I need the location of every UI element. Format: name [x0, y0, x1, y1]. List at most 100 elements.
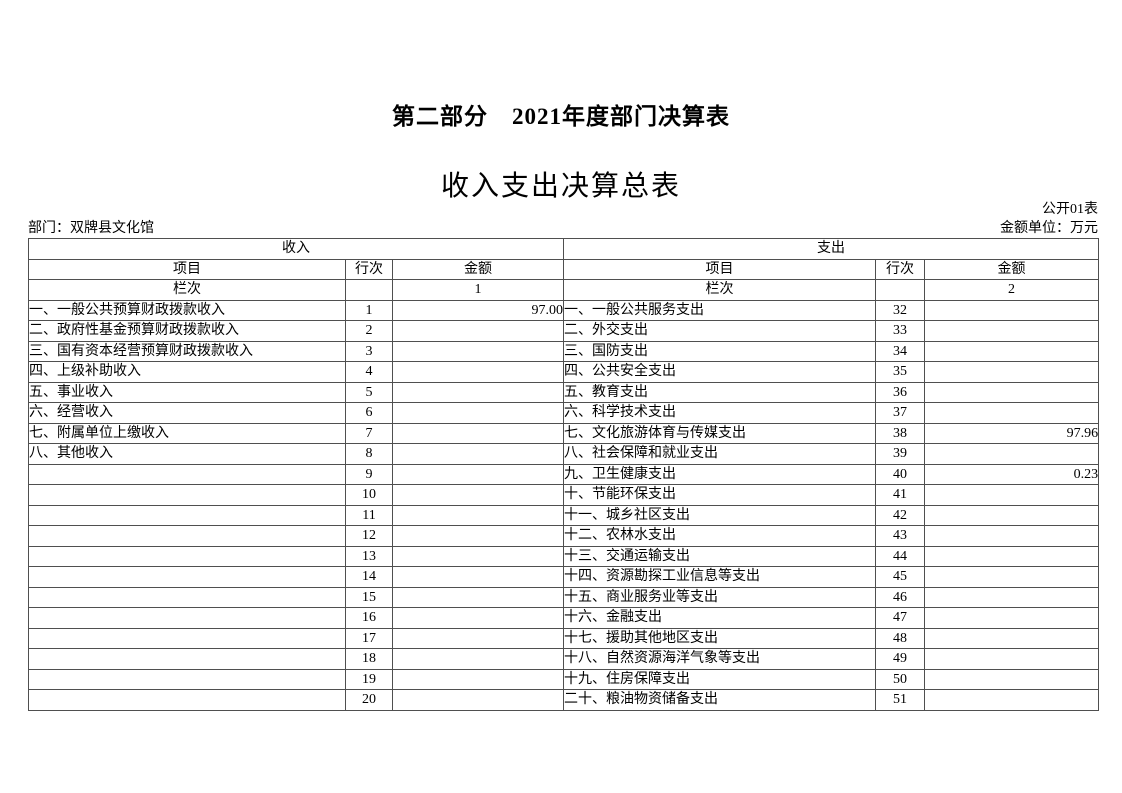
expense-item-cell: 十四、资源勘探工业信息等支出	[563, 566, 877, 588]
expense-rowno-cell: 49	[875, 648, 926, 670]
expense-amount-cell	[924, 340, 1100, 362]
income-amount-cell	[391, 320, 565, 342]
income-item-cell	[28, 545, 346, 567]
expense-item-cell: 六、科学技术支出	[563, 402, 877, 424]
income-item-cell	[28, 525, 346, 547]
income-rowno-cell: 20	[345, 689, 393, 711]
expense-amount-cell: 97.96	[924, 422, 1100, 444]
table-code-label: 公开01表	[1042, 202, 1098, 217]
income-amount-cell	[391, 340, 565, 362]
expense-item-cell: 十八、自然资源海洋气象等支出	[563, 648, 877, 670]
table-body: 收入 支出 项目 行次 金额 项目 行次 金额 栏次 1 栏次 2 一、一般公共…	[27, 238, 1100, 711]
income-lanci-empty	[345, 279, 393, 301]
income-amount-cell	[391, 668, 565, 690]
income-amount-cell	[391, 443, 565, 465]
expense-item-header: 项目	[563, 258, 877, 280]
table-row: 16 十六、金融支出 47	[28, 607, 1100, 629]
expense-rowno-cell: 36	[875, 381, 926, 403]
expense-rowno-header: 行次	[875, 258, 926, 280]
income-item-cell: 三、国有资本经营预算财政拨款收入	[28, 340, 346, 362]
income-rowno-cell: 17	[345, 627, 393, 649]
expense-amount-cell	[924, 648, 1100, 670]
table-row: 15 十五、商业服务业等支出 46	[28, 586, 1100, 608]
section-header-row: 收入 支出	[27, 238, 1100, 260]
table-row: 八、其他收入 8 八、社会保障和就业支出 39	[28, 443, 1100, 465]
expense-lanci-empty	[875, 279, 926, 301]
income-rowno-cell: 1	[345, 299, 393, 321]
expense-item-cell: 九、卫生健康支出	[563, 463, 877, 485]
income-amount-cell	[391, 586, 565, 608]
expense-rowno-cell: 34	[875, 340, 926, 362]
table-row: 五、事业收入 5 五、教育支出 36	[28, 381, 1100, 403]
income-amount-cell: 97.00	[391, 299, 565, 321]
column-header-row: 项目 行次 金额 项目 行次 金额	[28, 258, 1100, 280]
income-item-cell	[28, 566, 346, 588]
expense-amount-cell	[924, 545, 1100, 567]
income-item-cell: 七、附属单位上缴收入	[28, 422, 346, 444]
income-rowno-cell: 7	[345, 422, 393, 444]
income-rowno-cell: 4	[345, 361, 393, 383]
budget-summary-table: 收入 支出 项目 行次 金额 项目 行次 金额 栏次 1 栏次 2 一、一般公共…	[27, 238, 1100, 711]
expense-item-cell: 十九、住房保障支出	[563, 668, 877, 690]
income-amount-cell	[391, 525, 565, 547]
table-row: 19 十九、住房保障支出 50	[28, 668, 1100, 690]
expense-rowno-cell: 43	[875, 525, 926, 547]
table-row: 二、政府性基金预算财政拨款收入 2 二、外交支出 33	[28, 320, 1100, 342]
page-title: 第二部分 2021年度部门决算表	[392, 104, 730, 129]
expense-item-cell: 八、社会保障和就业支出	[563, 443, 877, 465]
expense-amount-cell: 0.23	[924, 463, 1100, 485]
expense-amount-cell	[924, 607, 1100, 629]
income-item-cell: 四、上级补助收入	[28, 361, 346, 383]
income-item-cell: 八、其他收入	[28, 443, 346, 465]
income-lanci-label: 栏次	[28, 279, 346, 301]
income-amount-cell	[391, 381, 565, 403]
income-item-cell	[28, 504, 346, 526]
income-rowno-cell: 18	[345, 648, 393, 670]
table-row: 9 九、卫生健康支出 40 0.23	[28, 463, 1100, 485]
expense-amount-cell	[924, 586, 1100, 608]
table-row: 七、附属单位上缴收入 7 七、文化旅游体育与传媒支出 38 97.96	[28, 422, 1100, 444]
income-amount-cell	[391, 627, 565, 649]
income-rowno-cell: 16	[345, 607, 393, 629]
expense-item-cell: 十七、援助其他地区支出	[563, 627, 877, 649]
income-item-cell	[28, 648, 346, 670]
income-item-cell: 五、事业收入	[28, 381, 346, 403]
expense-item-cell: 五、教育支出	[563, 381, 877, 403]
expense-rowno-cell: 46	[875, 586, 926, 608]
income-item-cell	[28, 627, 346, 649]
expense-item-cell: 十一、城乡社区支出	[563, 504, 877, 526]
expense-item-cell: 十六、金融支出	[563, 607, 877, 629]
expense-item-cell: 三、国防支出	[563, 340, 877, 362]
income-section-header: 收入	[27, 238, 565, 260]
expense-rowno-cell: 33	[875, 320, 926, 342]
expense-rowno-cell: 35	[875, 361, 926, 383]
income-rowno-cell: 2	[345, 320, 393, 342]
meta-line: 部门：双牌县文化馆 金额单位：万元	[28, 217, 1098, 237]
expense-rowno-cell: 51	[875, 689, 926, 711]
expense-item-cell: 四、公共安全支出	[563, 361, 877, 383]
table-row: 六、经营收入 6 六、科学技术支出 37	[28, 402, 1100, 424]
expense-amount-cell	[924, 402, 1100, 424]
income-amount-header: 金额	[391, 258, 565, 280]
expense-rowno-cell: 42	[875, 504, 926, 526]
income-item-cell	[28, 463, 346, 485]
expense-item-cell: 七、文化旅游体育与传媒支出	[563, 422, 877, 444]
income-amount-cell	[391, 361, 565, 383]
income-rowno-cell: 9	[345, 463, 393, 485]
income-rowno-cell: 19	[345, 668, 393, 690]
expense-amount-cell	[924, 484, 1100, 506]
expense-rowno-cell: 40	[875, 463, 926, 485]
income-rowno-cell: 10	[345, 484, 393, 506]
income-rowno-cell: 15	[345, 586, 393, 608]
table-row: 一、一般公共预算财政拨款收入 1 97.00 一、一般公共服务支出 32	[28, 299, 1100, 321]
expense-item-cell: 十三、交通运输支出	[563, 545, 877, 567]
expense-amount-cell	[924, 566, 1100, 588]
department-label: 部门：双牌县文化馆	[28, 221, 154, 236]
expense-item-cell: 十五、商业服务业等支出	[563, 586, 877, 608]
expense-amount-cell	[924, 443, 1100, 465]
income-amount-cell	[391, 402, 565, 424]
income-amount-cell	[391, 463, 565, 485]
table-row: 20 二十、粮油物资储备支出 51	[28, 689, 1100, 711]
income-rowno-cell: 5	[345, 381, 393, 403]
income-rowno-cell: 13	[345, 545, 393, 567]
